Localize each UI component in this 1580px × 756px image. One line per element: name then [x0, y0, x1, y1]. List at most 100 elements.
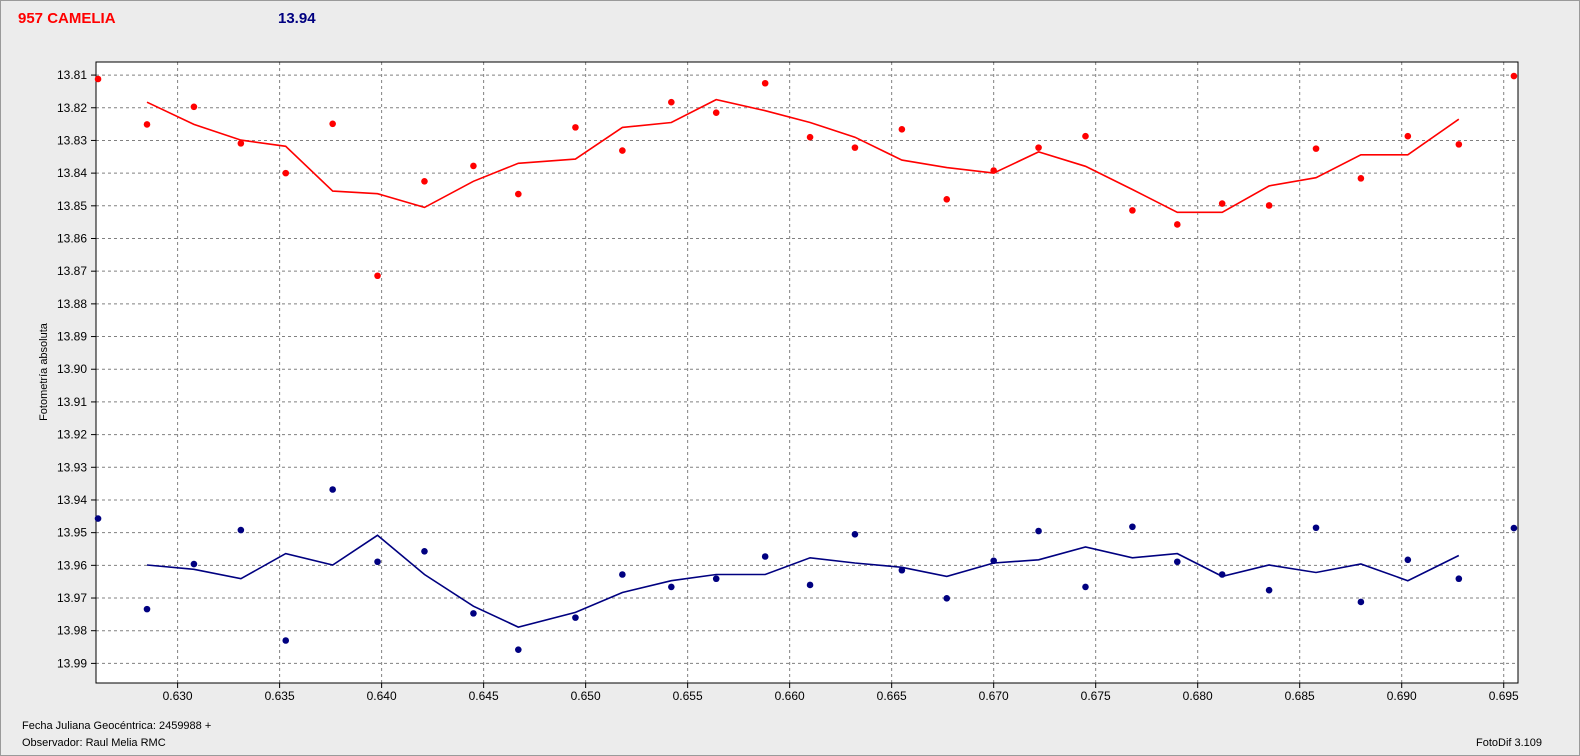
data-point-reference	[1265, 586, 1273, 594]
y-tick-label: 13.94	[57, 493, 87, 507]
data-point-object	[1082, 132, 1089, 140]
y-tick-label: 13.98	[57, 624, 87, 638]
data-point-object	[990, 167, 997, 174]
data-point-object	[572, 124, 579, 131]
x-tick-label: 0.690	[1387, 689, 1417, 703]
series-line-object	[146, 98, 1460, 214]
x-tick-label: 0.660	[775, 689, 805, 703]
data-point-reference	[761, 553, 769, 560]
data-point-reference	[1404, 556, 1412, 564]
data-point-reference	[190, 560, 198, 568]
data-point-reference	[1510, 524, 1518, 532]
data-point-reference	[515, 646, 522, 653]
data-point-reference	[619, 571, 626, 578]
y-tick-label: 13.92	[57, 428, 87, 442]
data-point-reference	[94, 515, 102, 522]
data-point-object	[943, 195, 951, 203]
data-point-reference	[572, 614, 579, 621]
x-tick-label: 0.685	[1285, 689, 1315, 703]
plot-border	[95, 61, 1519, 684]
y-tick-label: 13.88	[57, 297, 87, 311]
data-point-reference	[421, 547, 428, 555]
data-point-object	[1455, 141, 1463, 148]
y-tick-label: 13.86	[57, 231, 87, 245]
x-tick-label: 0.665	[877, 689, 907, 703]
data-point-object	[712, 109, 720, 116]
data-point-reference	[1357, 598, 1365, 606]
software-version: FotoDif 3.109	[1476, 737, 1543, 749]
x-tick-label: 0.635	[265, 689, 295, 703]
x-tick-label: 0.645	[469, 689, 499, 703]
data-point-reference	[1082, 583, 1089, 591]
data-point-object	[282, 169, 290, 177]
chart-title-object: 957 CAMELIA	[18, 10, 116, 27]
data-point-reference	[1035, 527, 1042, 535]
y-tick-label: 13.87	[57, 264, 87, 278]
y-tick-label: 13.91	[57, 395, 87, 409]
x-tick-label: 0.640	[367, 689, 397, 703]
y-tick-label: 13.97	[57, 591, 87, 605]
series-line-reference	[146, 534, 1460, 628]
data-point-reference	[374, 558, 381, 566]
data-point-object	[470, 162, 477, 170]
data-point-reference	[1312, 524, 1320, 532]
data-point-reference	[282, 637, 290, 644]
x-tick-label: 0.630	[163, 689, 193, 703]
data-point-reference	[1173, 558, 1181, 566]
data-point-object	[761, 79, 769, 87]
data-point-reference	[898, 566, 906, 574]
data-point-object	[898, 126, 906, 133]
data-point-reference	[943, 595, 951, 602]
data-point-reference	[1129, 523, 1136, 531]
data-point-object	[851, 144, 859, 151]
y-tick-label: 13.81	[57, 68, 87, 82]
data-point-object	[190, 103, 198, 111]
observer-label: Observador: Raul Melia RMC	[22, 737, 166, 749]
y-tick-label: 13.99	[57, 656, 87, 670]
data-point-reference	[1455, 575, 1463, 583]
data-point-object	[421, 177, 428, 185]
data-point-reference	[806, 581, 814, 589]
y-tick-label: 13.95	[57, 526, 87, 540]
y-tick-label: 13.83	[57, 133, 87, 147]
x-tick-label: 0.650	[571, 689, 601, 703]
data-point-object	[374, 272, 381, 280]
x-tick-label: 0.675	[1081, 689, 1111, 703]
data-point-object	[515, 190, 522, 198]
y-tick-label: 13.85	[57, 199, 87, 213]
y-tick-label: 13.93	[57, 460, 87, 474]
data-point-object	[1218, 200, 1226, 207]
x-tick-label: 0.680	[1183, 689, 1213, 703]
data-point-reference	[329, 486, 336, 493]
data-point-object	[668, 98, 675, 106]
julian-date-label: Fecha Juliana Geocéntrica: 2459988 +	[22, 720, 212, 732]
plot-area	[96, 62, 1518, 683]
x-tick-label: 0.695	[1489, 689, 1519, 703]
data-point-reference	[470, 610, 477, 617]
data-point-object	[1404, 132, 1412, 140]
y-tick-label: 13.96	[57, 558, 87, 572]
data-point-object	[1357, 175, 1365, 182]
data-point-reference	[990, 557, 997, 565]
data-point-object	[1265, 202, 1273, 209]
data-point-object	[1129, 207, 1136, 214]
data-point-object	[329, 120, 336, 128]
data-point-object	[1510, 72, 1518, 80]
data-point-reference	[237, 526, 245, 534]
data-point-object	[1312, 145, 1320, 152]
data-point-object	[806, 133, 814, 141]
data-point-reference	[712, 575, 720, 583]
x-tick-label: 0.670	[979, 689, 1009, 703]
data-point-reference	[1218, 571, 1226, 578]
x-tick-label: 0.655	[673, 689, 703, 703]
y-tick-label: 13.90	[57, 362, 87, 376]
data-point-object	[94, 75, 102, 83]
data-point-object	[1173, 221, 1181, 228]
data-point-object	[1035, 144, 1042, 151]
data-point-reference	[851, 530, 859, 538]
data-point-object	[237, 140, 245, 147]
y-tick-label: 13.84	[57, 166, 87, 180]
data-point-reference	[143, 605, 151, 613]
data-point-object	[143, 121, 151, 128]
